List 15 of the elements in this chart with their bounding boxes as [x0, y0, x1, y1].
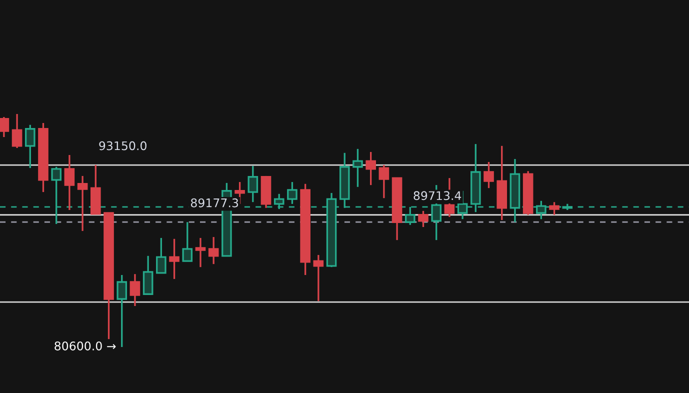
candlestick: [248, 165, 258, 203]
annotation: 80600.0 →: [54, 342, 116, 350]
candlestick: [169, 238, 180, 280]
candlestick: [64, 154, 75, 211]
annotation: 93150.0: [99, 141, 146, 150]
candlestick: [352, 148, 363, 188]
candlestick: [130, 273, 140, 307]
annotation: 89177.3: [190, 198, 238, 208]
candlestick: [496, 145, 508, 221]
candlestick: [77, 175, 88, 232]
candlestick: [195, 237, 206, 268]
candlestick: [510, 158, 520, 223]
annotation: 89713.4: [414, 191, 462, 200]
candlestick: [313, 254, 324, 302]
candlestick: [366, 151, 376, 186]
